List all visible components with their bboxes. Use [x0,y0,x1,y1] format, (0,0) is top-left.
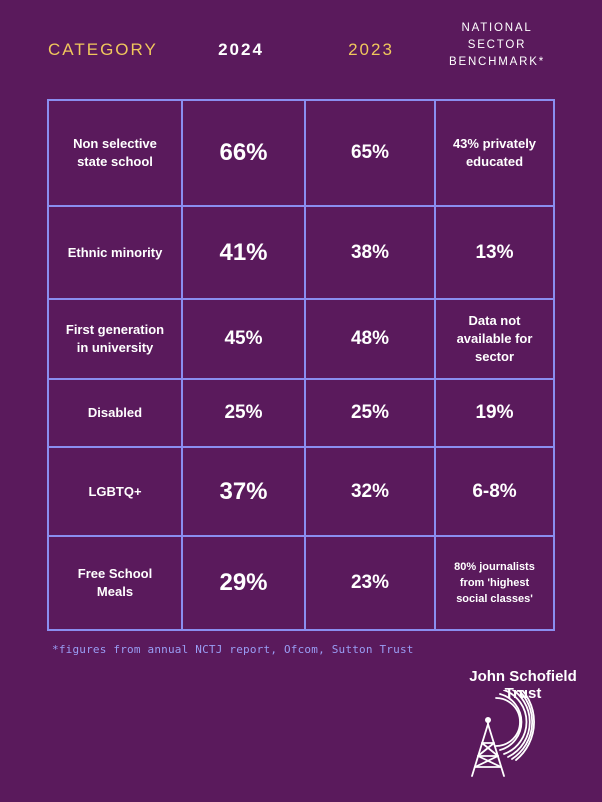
value-2024: 25% [181,378,306,448]
brand-line1: John Schofield [469,668,577,685]
row-category: Free School Meals [47,535,183,631]
header-benchmark: NATIONAL SECTOR BENCHMARK* [438,20,556,71]
header-benchmark-line1: NATIONAL [461,22,533,34]
value-2023: 23% [304,535,436,631]
value-benchmark: 6-8% [434,446,555,537]
table-row: First generation in university 45% 48% D… [47,298,555,380]
value-2023: 32% [304,446,436,537]
header-benchmark-line2: SECTOR [467,39,527,51]
header-benchmark-line3: BENCHMARK* [449,56,545,68]
row-category: Non selective state school [47,99,183,207]
table-row: Non selective state school 66% 65% 43% p… [47,99,555,207]
row-category: Ethnic minority [47,205,183,300]
brand-line2: Trust [504,685,542,702]
value-2024: 45% [181,298,306,380]
value-2024: 37% [181,446,306,537]
value-2023: 65% [304,99,436,207]
value-benchmark: 43% privately educated [434,99,555,207]
brand-name: John Schofield Trust [462,668,584,702]
table-row: Disabled 25% 25% 19% [47,378,555,448]
value-benchmark: Data not available for sector [434,298,555,380]
footnote: *figures from annual NCTJ report, Ofcom,… [52,643,414,656]
row-category: LGBTQ+ [47,446,183,537]
radio-tower-icon [471,690,535,777]
header-2023: 2023 [348,40,394,59]
table-row: Ethnic minority 41% 38% 13% [47,205,555,300]
stats-table: Non selective state school 66% 65% 43% p… [47,99,555,631]
table-row: Free School Meals 29% 23% 80% journalist… [47,535,555,631]
table-row: LGBTQ+ 37% 32% 6-8% [47,446,555,537]
row-category: Disabled [47,378,183,448]
row-category: First generation in university [47,298,183,380]
header-2024: 2024 [218,40,264,59]
value-2024: 66% [181,99,306,207]
value-benchmark: 13% [434,205,555,300]
value-2024: 41% [181,205,306,300]
value-2023: 48% [304,298,436,380]
header-category: CATEGORY [48,40,158,59]
value-2023: 38% [304,205,436,300]
value-2024: 29% [181,535,306,631]
value-benchmark: 19% [434,378,555,448]
value-benchmark: 80% journalists from 'highest social cla… [434,535,555,631]
value-2023: 25% [304,378,436,448]
